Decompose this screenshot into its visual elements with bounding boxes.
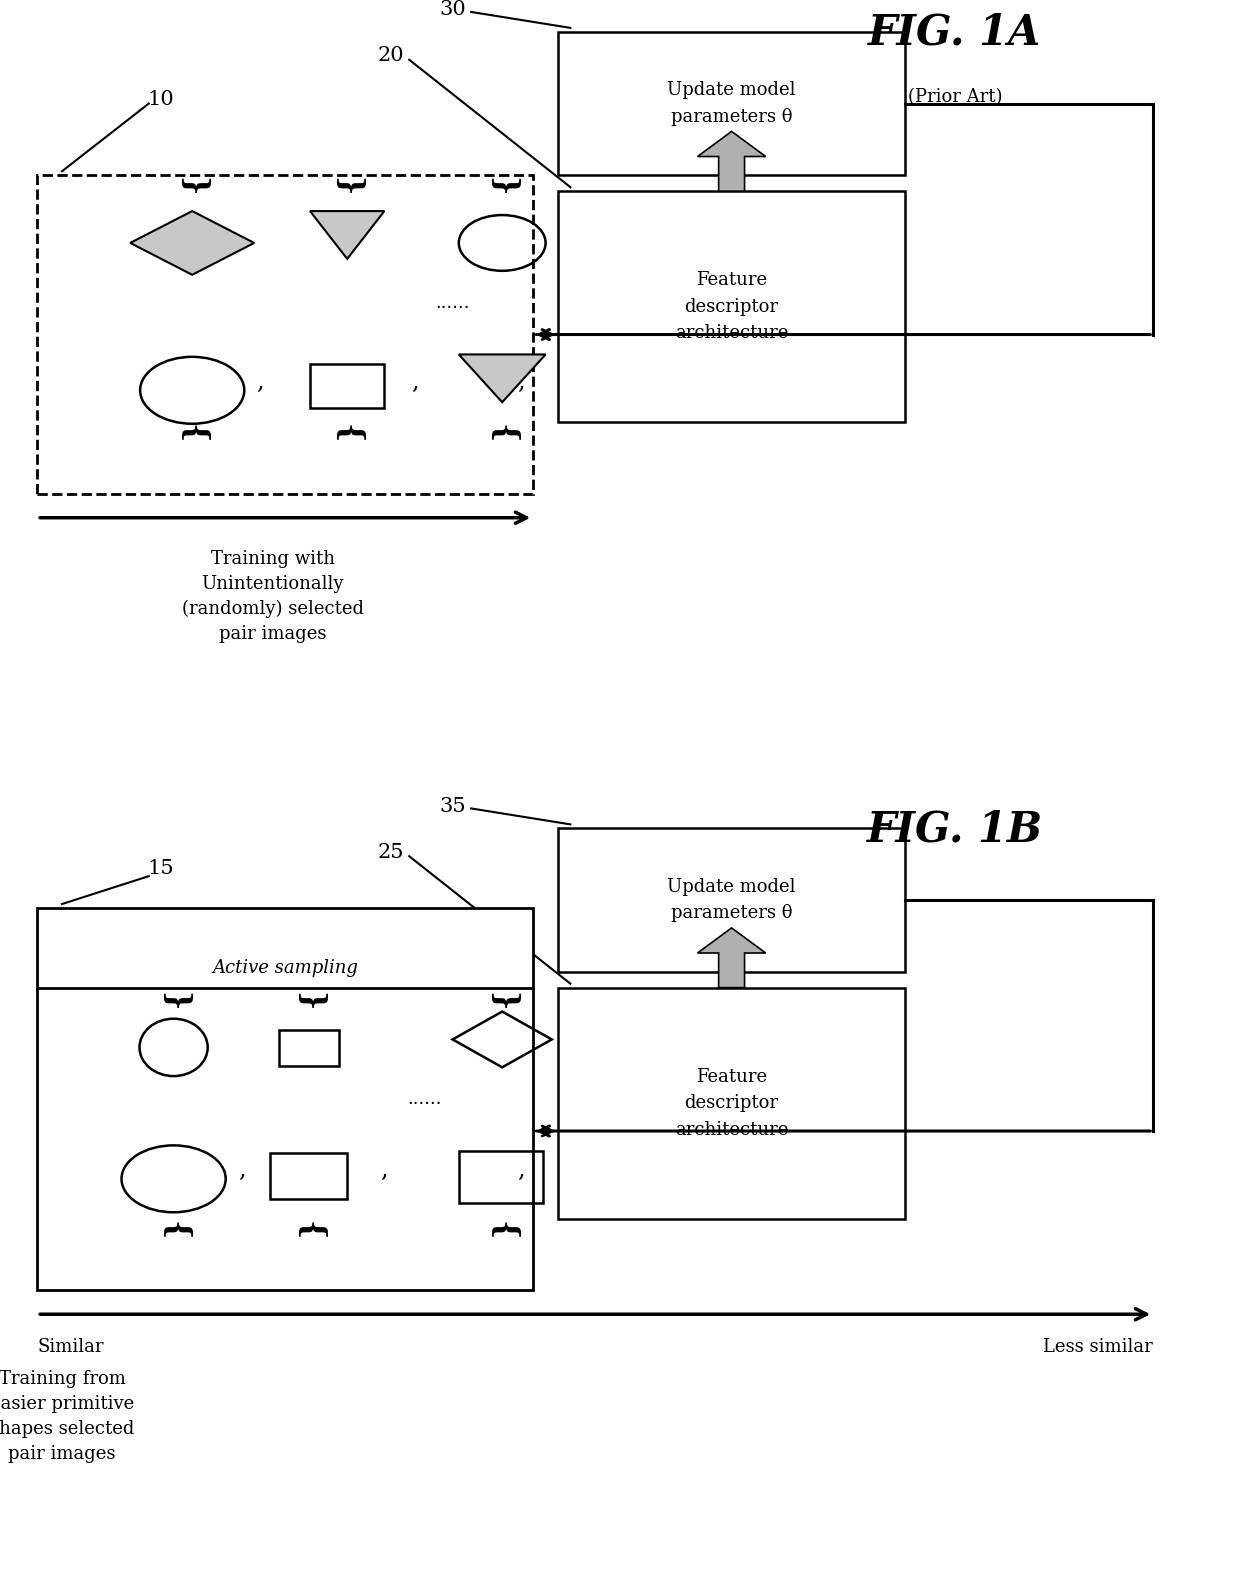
Text: ,: , xyxy=(412,371,419,393)
Polygon shape xyxy=(697,927,766,988)
Text: Training from
easier primitive
shapes selected
pair images: Training from easier primitive shapes se… xyxy=(0,1370,134,1462)
Text: 25: 25 xyxy=(377,843,404,862)
Polygon shape xyxy=(697,132,766,191)
Text: {: { xyxy=(159,1220,188,1241)
Text: Training with
Unintentionally
(randomly) selected
pair images: Training with Unintentionally (randomly)… xyxy=(182,550,363,644)
Text: }: } xyxy=(294,992,325,1012)
Text: ,: , xyxy=(238,1160,246,1182)
Text: 30: 30 xyxy=(439,0,466,19)
Bar xyxy=(37,908,533,1290)
Text: }: } xyxy=(159,992,188,1012)
Text: }: } xyxy=(332,177,362,198)
Text: FIG. 1B: FIG. 1B xyxy=(867,808,1043,851)
Text: 15: 15 xyxy=(148,859,175,878)
Text: Feature
descriptor
architecture: Feature descriptor architecture xyxy=(675,1067,789,1139)
Text: 20: 20 xyxy=(377,46,404,65)
Polygon shape xyxy=(459,355,546,401)
Bar xyxy=(558,32,905,175)
Text: ......: ...... xyxy=(435,293,470,312)
Polygon shape xyxy=(130,210,254,274)
Text: {: { xyxy=(486,424,518,444)
Text: (Prior Art): (Prior Art) xyxy=(908,88,1002,105)
Text: {: { xyxy=(486,1220,518,1241)
Bar xyxy=(270,1153,347,1198)
Bar xyxy=(279,1029,339,1066)
Text: Similar: Similar xyxy=(37,1338,104,1356)
Bar xyxy=(37,175,533,494)
Text: ,: , xyxy=(517,1160,525,1182)
Text: ......: ...... xyxy=(407,1090,441,1109)
Text: Active sampling: Active sampling xyxy=(0,1321,2,1467)
Text: }: } xyxy=(486,177,518,198)
Bar xyxy=(310,365,384,408)
Text: {: { xyxy=(177,424,208,444)
Text: Feature
descriptor
architecture: Feature descriptor architecture xyxy=(675,271,789,342)
Text: {: { xyxy=(294,1220,325,1241)
Polygon shape xyxy=(310,210,384,258)
Text: ,: , xyxy=(381,1160,388,1182)
Text: Active sampling: Active sampling xyxy=(212,959,358,977)
Text: }: } xyxy=(486,992,518,1012)
Bar xyxy=(558,828,905,972)
Text: 35: 35 xyxy=(439,796,466,816)
Text: Update model
parameters θ: Update model parameters θ xyxy=(667,878,796,922)
Text: {: { xyxy=(332,424,362,444)
Text: FIG. 1A: FIG. 1A xyxy=(868,11,1042,54)
Bar xyxy=(558,191,905,422)
Text: }: } xyxy=(177,177,208,198)
Text: ,: , xyxy=(257,371,264,393)
Text: 10: 10 xyxy=(148,91,175,108)
Text: ,: , xyxy=(517,371,525,393)
Text: Less similar: Less similar xyxy=(1043,1338,1153,1356)
Text: Update model
parameters θ: Update model parameters θ xyxy=(667,81,796,126)
Bar xyxy=(459,1150,543,1203)
Bar xyxy=(558,988,905,1219)
